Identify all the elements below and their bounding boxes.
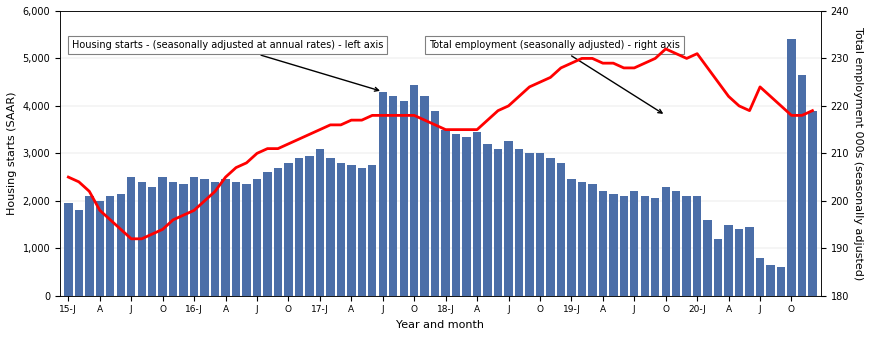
Bar bbox=[106, 196, 115, 296]
Bar bbox=[357, 167, 366, 296]
Bar bbox=[221, 180, 229, 296]
Bar bbox=[64, 203, 72, 296]
Bar bbox=[326, 158, 335, 296]
Bar bbox=[461, 137, 470, 296]
Bar bbox=[148, 187, 156, 296]
Bar bbox=[347, 165, 355, 296]
Bar bbox=[409, 85, 418, 296]
X-axis label: Year and month: Year and month bbox=[396, 320, 484, 330]
Bar bbox=[368, 165, 376, 296]
Bar bbox=[378, 92, 387, 296]
Bar bbox=[650, 198, 659, 296]
Bar bbox=[766, 265, 773, 296]
Bar bbox=[671, 191, 680, 296]
Bar bbox=[284, 163, 292, 296]
Bar bbox=[525, 153, 533, 296]
Bar bbox=[734, 229, 742, 296]
Bar bbox=[388, 96, 397, 296]
Bar bbox=[483, 144, 491, 296]
Bar bbox=[608, 194, 617, 296]
Bar bbox=[473, 132, 481, 296]
Bar bbox=[169, 182, 177, 296]
Bar bbox=[807, 111, 816, 296]
Bar bbox=[295, 158, 302, 296]
Bar bbox=[693, 196, 700, 296]
Bar bbox=[514, 149, 522, 296]
Bar bbox=[231, 182, 240, 296]
Bar bbox=[253, 180, 261, 296]
Bar bbox=[619, 196, 627, 296]
Bar bbox=[210, 182, 219, 296]
Bar bbox=[96, 201, 104, 296]
Bar bbox=[75, 210, 83, 296]
Bar bbox=[127, 177, 136, 296]
Bar bbox=[776, 267, 785, 296]
Bar bbox=[189, 177, 198, 296]
Bar bbox=[660, 187, 669, 296]
Bar bbox=[504, 142, 512, 296]
Bar bbox=[546, 158, 554, 296]
Bar bbox=[305, 156, 313, 296]
Bar bbox=[556, 163, 565, 296]
Text: Total employment (seasonally adjusted) - right axis: Total employment (seasonally adjusted) -… bbox=[428, 40, 680, 113]
Bar bbox=[274, 167, 282, 296]
Bar bbox=[629, 191, 638, 296]
Bar bbox=[598, 191, 607, 296]
Bar bbox=[755, 258, 763, 296]
Bar bbox=[179, 184, 188, 296]
Bar bbox=[116, 194, 125, 296]
Bar bbox=[158, 177, 167, 296]
Bar bbox=[786, 39, 795, 296]
Bar bbox=[535, 153, 543, 296]
Bar bbox=[577, 182, 586, 296]
Bar bbox=[451, 134, 460, 296]
Bar bbox=[200, 180, 209, 296]
Bar bbox=[494, 149, 501, 296]
Bar bbox=[430, 111, 439, 296]
Bar bbox=[420, 96, 428, 296]
Bar bbox=[336, 163, 345, 296]
Y-axis label: Total employment 000s (seasonally adjusted): Total employment 000s (seasonally adjust… bbox=[852, 27, 862, 280]
Bar bbox=[681, 196, 690, 296]
Bar bbox=[242, 184, 250, 296]
Bar bbox=[797, 75, 806, 296]
Bar bbox=[441, 130, 449, 296]
Bar bbox=[587, 184, 596, 296]
Y-axis label: Housing starts (SAAR): Housing starts (SAAR) bbox=[7, 92, 17, 215]
Text: Housing starts - (seasonally adjusted at annual rates) - left axis: Housing starts - (seasonally adjusted at… bbox=[71, 40, 382, 91]
Bar bbox=[713, 239, 721, 296]
Bar bbox=[315, 149, 323, 296]
Bar bbox=[137, 182, 146, 296]
Bar bbox=[640, 196, 648, 296]
Bar bbox=[263, 172, 271, 296]
Bar bbox=[745, 227, 753, 296]
Bar bbox=[703, 220, 711, 296]
Bar bbox=[399, 101, 408, 296]
Bar bbox=[85, 196, 93, 296]
Bar bbox=[567, 180, 575, 296]
Bar bbox=[724, 224, 732, 296]
